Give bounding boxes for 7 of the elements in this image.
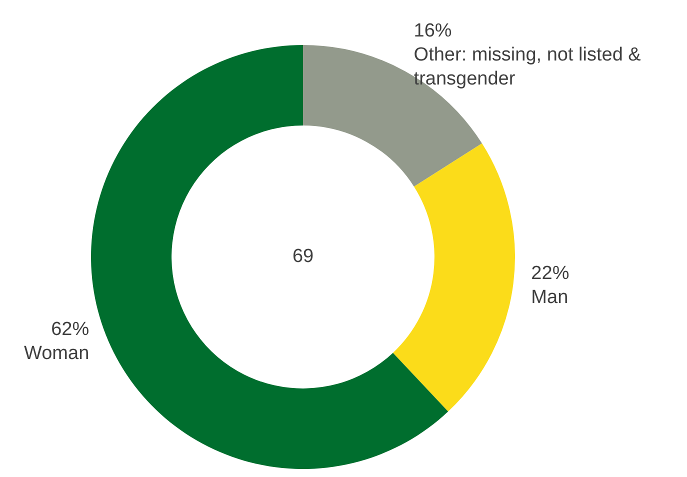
text: 69	[292, 246, 314, 268]
slice-label: Man	[531, 287, 568, 308]
data-label: 22%	[531, 263, 570, 284]
slice-label: Woman	[24, 342, 90, 364]
slice-label: Other: missing, not listed & transgender	[414, 44, 642, 90]
data-label: 16%	[414, 20, 452, 42]
data-label: 62%	[51, 318, 90, 340]
